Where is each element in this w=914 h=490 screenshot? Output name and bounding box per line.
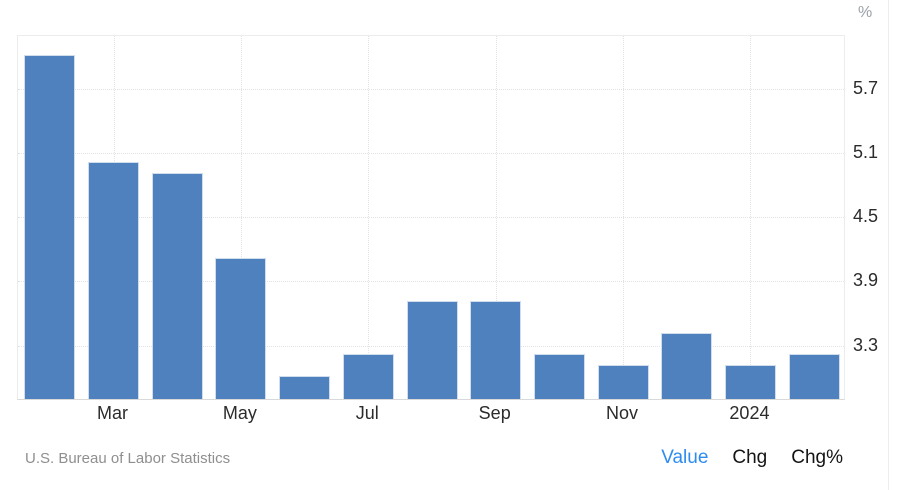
bar-may[interactable] — [215, 258, 267, 399]
bar-jul[interactable] — [342, 354, 394, 399]
vertical-gridline — [368, 36, 370, 399]
bar-nov[interactable] — [597, 364, 649, 399]
y-tick-label: 5.1 — [853, 142, 879, 163]
x-tick-label: Sep — [478, 403, 511, 423]
y-tick-label: 3.3 — [853, 334, 879, 355]
vertical-gridline — [240, 36, 242, 399]
horizontal-gridline — [18, 281, 844, 283]
series-mode-tabs: Value Chg Chg% — [661, 447, 843, 469]
x-tick-label: Jul — [355, 403, 379, 423]
x-tick-label: Mar — [97, 403, 129, 423]
bar-oct[interactable] — [533, 354, 585, 399]
source-attribution: U.S. Bureau of Labor Statistics — [25, 450, 231, 467]
vertical-gridline — [623, 36, 625, 399]
horizontal-gridline — [18, 89, 844, 91]
chart-plot-area — [17, 35, 845, 400]
x-tick-label: May — [222, 403, 257, 423]
horizontal-gridline — [18, 153, 844, 155]
horizontal-gridline — [18, 217, 844, 219]
widget-right-border — [888, 0, 889, 490]
tab-chg-percent[interactable]: Chg% — [791, 447, 843, 468]
x-tick-label: Nov — [606, 403, 639, 423]
bar-mar[interactable] — [88, 162, 140, 399]
bar-feb-2023[interactable] — [24, 55, 76, 399]
vertical-gridline — [750, 36, 752, 399]
bar-apr[interactable] — [151, 172, 203, 399]
vertical-gridline — [495, 36, 497, 399]
y-tick-label: 4.5 — [853, 206, 879, 227]
x-tick-label: 2024 — [729, 403, 770, 423]
y-axis-unit-label: % — [858, 4, 873, 21]
y-tick-label: 3.9 — [853, 270, 879, 291]
bar-feb-2024[interactable] — [788, 354, 840, 399]
bar-dec[interactable] — [661, 332, 713, 399]
y-tick-label: 5.7 — [853, 78, 879, 99]
tab-value[interactable]: Value — [661, 447, 709, 468]
bar-jan-2024[interactable] — [724, 364, 776, 399]
bar-jun[interactable] — [279, 375, 331, 399]
bar-sep[interactable] — [470, 300, 522, 399]
tab-chg[interactable]: Chg — [732, 447, 768, 468]
bar-aug[interactable] — [406, 300, 458, 399]
